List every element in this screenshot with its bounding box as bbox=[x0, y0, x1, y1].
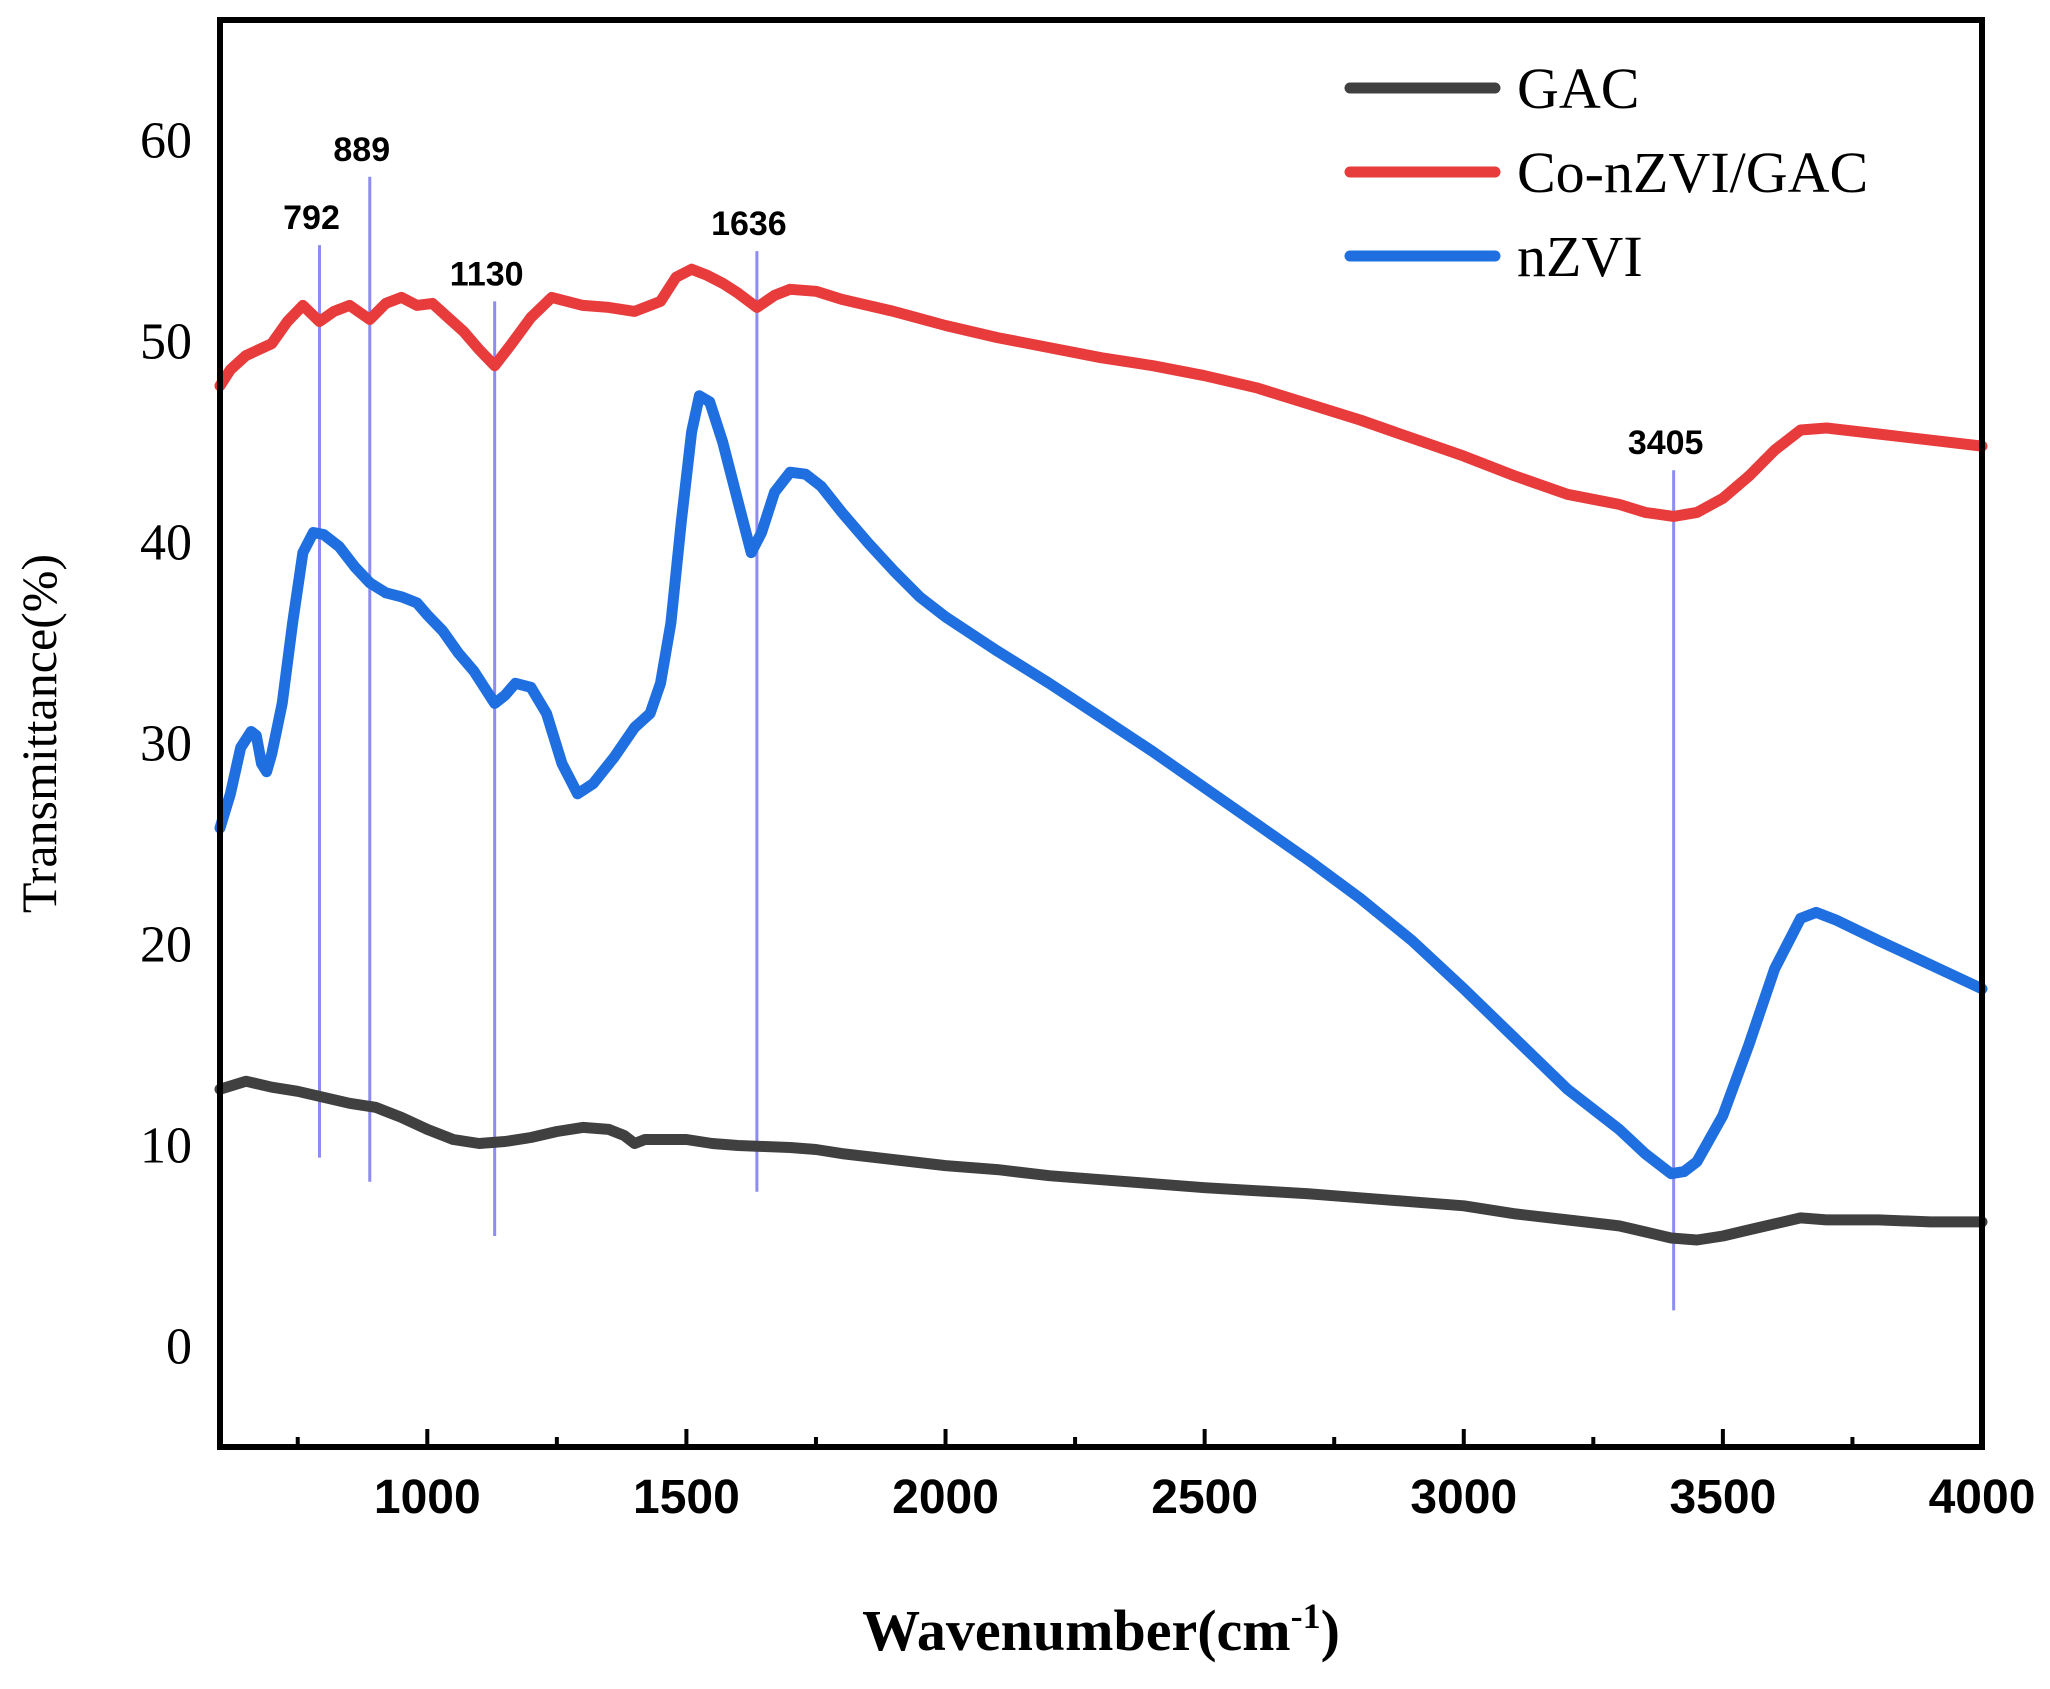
x-tick-label: 2000 bbox=[892, 1471, 999, 1524]
legend: GAC Co-nZVI/GAC nZVI bbox=[1344, 56, 1868, 289]
legend-label: GAC bbox=[1517, 56, 1639, 121]
x-tick-label: 3000 bbox=[1410, 1471, 1517, 1524]
peak-label: 1636 bbox=[711, 205, 787, 243]
y-tick-label: 10 bbox=[140, 1118, 192, 1175]
peak-label: 1130 bbox=[450, 255, 524, 293]
plot-frame bbox=[217, 17, 1985, 1450]
x-tick-label: 4000 bbox=[1929, 1471, 2036, 1524]
x-tick-label: 2500 bbox=[1151, 1471, 1258, 1524]
legend-label: nZVI bbox=[1517, 224, 1643, 289]
x-tick-label: 1000 bbox=[374, 1471, 481, 1524]
x-axis-title: Wavenumber(cm-1) bbox=[862, 1596, 1340, 1663]
y-tick-label: 60 bbox=[140, 113, 192, 170]
y-tick-label: 50 bbox=[140, 314, 192, 371]
y-tick-label: 40 bbox=[140, 515, 192, 572]
peak-label: 3405 bbox=[1628, 424, 1704, 462]
peak-labels: 792 889 1130 1636 3405 bbox=[283, 131, 1703, 462]
series-line-gac bbox=[214, 1075, 1988, 1246]
x-tick-labels: 1000 1500 2000 2500 3000 3500 4000 bbox=[374, 1471, 2035, 1524]
peak-label: 792 bbox=[283, 199, 340, 237]
legend-label: Co-nZVI/GAC bbox=[1517, 140, 1868, 205]
y-axis-title: Transmittance(%) bbox=[11, 554, 67, 913]
series-line-co-nzvi-gac bbox=[214, 263, 1988, 522]
series-line-nzvi bbox=[214, 390, 1988, 1180]
y-tick-label: 30 bbox=[140, 716, 192, 773]
y-tick-labels: 0 10 20 30 40 50 60 bbox=[140, 113, 192, 1376]
peak-label: 889 bbox=[333, 131, 390, 169]
y-tick-label: 20 bbox=[140, 917, 192, 974]
series-lines bbox=[214, 263, 1988, 1246]
x-tick-label: 1500 bbox=[633, 1471, 740, 1524]
y-tick-label: 0 bbox=[166, 1319, 192, 1376]
x-tick-label: 3500 bbox=[1669, 1471, 1776, 1524]
